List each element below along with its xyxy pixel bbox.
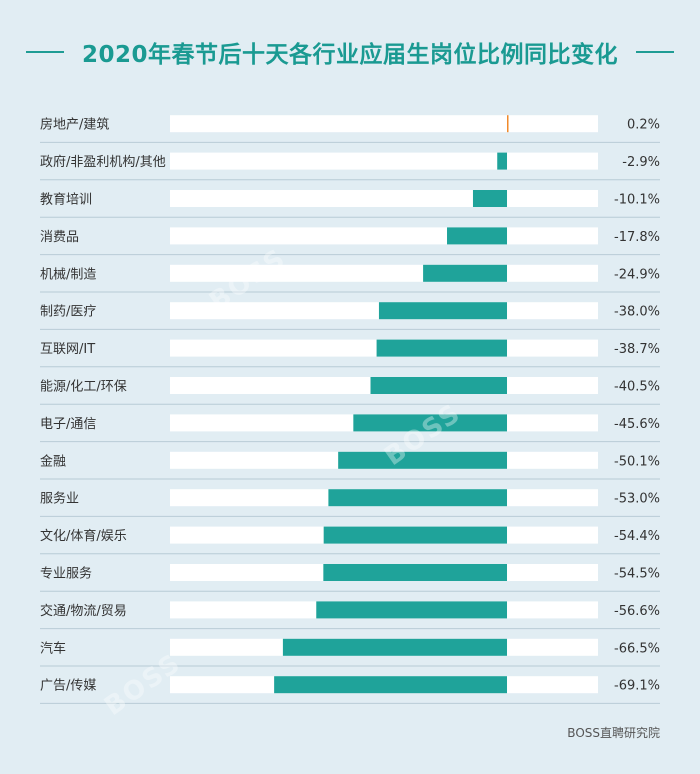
value-label: -2.9% [622, 155, 660, 170]
bar-track [170, 227, 598, 245]
category-label: 汽车 [40, 640, 66, 656]
bar [323, 564, 508, 581]
value-label: -69.1% [614, 679, 660, 694]
value-label: -10.1% [614, 193, 660, 208]
title-left-rule [25, 51, 64, 53]
bar [323, 526, 508, 544]
bar [370, 377, 508, 394]
page-title: 2020年春节后十天各行业应届生岗位比例同比变化 [81, 42, 618, 68]
category-label: 广告/传媒 [40, 679, 96, 694]
bar-track [170, 190, 598, 207]
category-label: 能源/化工/环保 [40, 380, 127, 395]
bar [376, 339, 508, 357]
value-label: -50.1% [614, 454, 660, 469]
bar [497, 152, 508, 170]
value-label: -53.0% [614, 492, 660, 507]
category-label: 消费品 [40, 230, 79, 245]
category-label: 房地产/建筑 [40, 117, 109, 133]
value-label: -54.5% [614, 567, 660, 582]
bar [472, 190, 508, 207]
value-label: -38.7% [614, 342, 660, 357]
bar [316, 601, 508, 619]
value-label: -45.6% [614, 417, 660, 432]
category-label: 服务业 [40, 491, 79, 507]
value-label: -24.9% [614, 267, 660, 282]
value-label: -56.6% [614, 604, 660, 619]
bar [338, 451, 508, 469]
title-block: 2020年春节后十天各行业应届生岗位比例同比变化 [0, 32, 700, 72]
value-label: 0.2% [627, 118, 660, 133]
bar [447, 227, 508, 245]
bar-track [170, 152, 598, 170]
bar [282, 638, 508, 656]
value-label: -66.5% [614, 641, 660, 656]
bar [274, 676, 508, 694]
bar [423, 264, 508, 282]
bar [328, 489, 508, 507]
category-label: 文化/体育/娱乐 [40, 528, 127, 544]
category-label: 制药/医疗 [40, 305, 96, 320]
category-label: 机械/制造 [40, 267, 96, 282]
value-label: -40.5% [614, 380, 660, 395]
category-label: 教育培训 [40, 192, 92, 208]
category-label: 政府/非盈利机构/其他 [40, 155, 166, 170]
bar-track [170, 115, 598, 133]
title-right-rule [636, 51, 674, 53]
category-label: 金融 [40, 453, 66, 469]
source-credit: BOSS直聘研究院 [567, 726, 660, 740]
value-label: -17.8% [614, 230, 660, 245]
bar [378, 302, 508, 320]
category-label: 交通/物流/贸易 [40, 603, 127, 619]
value-label: -54.4% [614, 529, 660, 544]
category-label: 互联网/IT [40, 342, 95, 357]
category-label: 专业服务 [40, 566, 92, 582]
bar [507, 115, 509, 133]
value-label: -38.0% [614, 305, 660, 320]
bar [353, 414, 508, 432]
category-label: 电子/通信 [40, 417, 96, 432]
